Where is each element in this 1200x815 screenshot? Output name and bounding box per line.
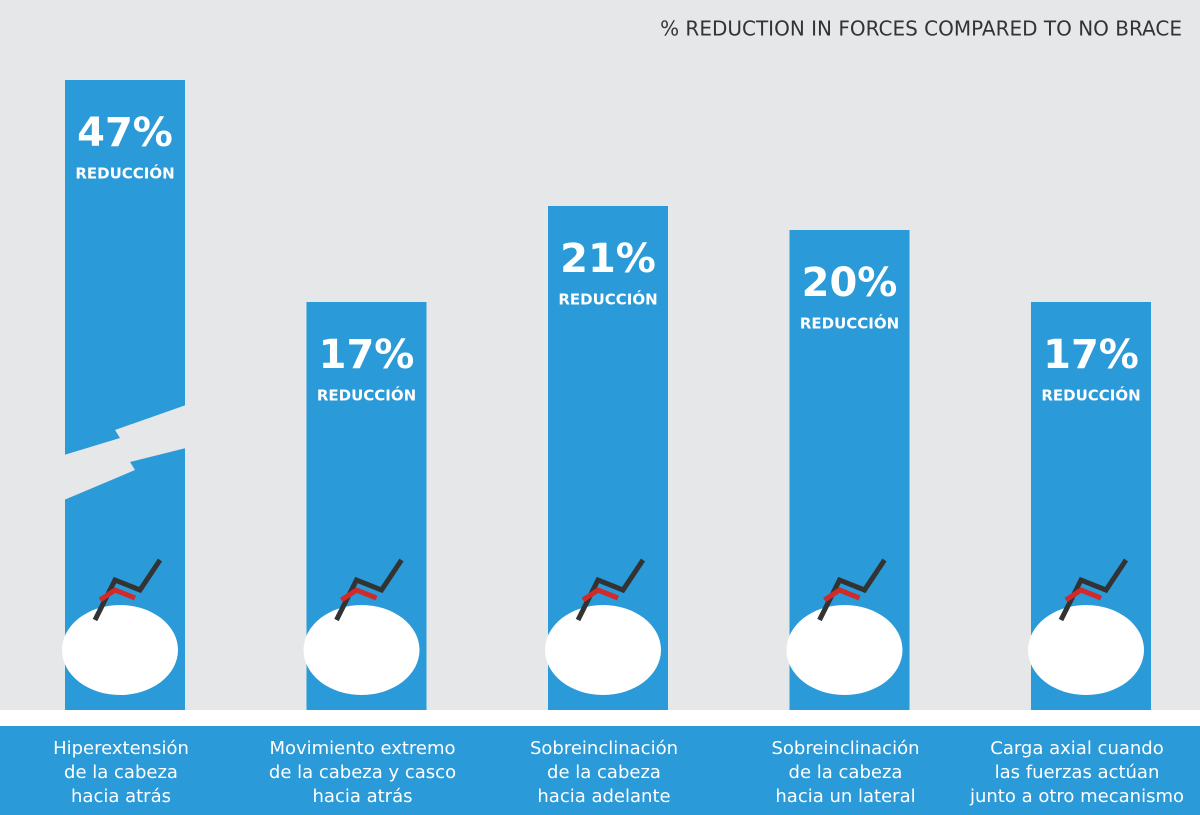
value-label: 20% <box>802 260 898 306</box>
value-label: 17% <box>319 332 415 378</box>
illustration <box>823 587 861 603</box>
x-tick-label: de la cabeza <box>64 762 178 783</box>
illustration <box>98 587 136 603</box>
x-tick-label: Hiperextensión <box>53 738 189 759</box>
x-tick-label: hacia adelante <box>537 786 670 807</box>
illustration <box>1028 605 1144 695</box>
x-tick-label: Sobreinclinación <box>771 738 919 759</box>
x-tick-label: de la cabeza y casco <box>269 762 456 783</box>
chart-title: % REDUCTION IN FORCES COMPARED TO NO BRA… <box>660 17 1182 41</box>
x-tick-label: de la cabeza <box>789 762 903 783</box>
illustration <box>817 558 887 622</box>
illustration <box>545 605 661 695</box>
value-label: 17% <box>1043 332 1139 378</box>
x-tick-label: Movimiento extremo <box>269 738 455 759</box>
illustration <box>303 605 420 695</box>
x-tick-label: hacia atrás <box>313 786 413 807</box>
value-label: 21% <box>560 236 656 282</box>
x-tick-label: Carga axial cuando <box>990 738 1163 759</box>
illustration <box>340 587 378 603</box>
bar-break <box>64 405 186 500</box>
bar-label: REDUCCIÓN <box>1041 386 1140 405</box>
x-tick-label: hacia atrás <box>71 786 171 807</box>
illustration <box>786 605 903 695</box>
bar-label: REDUCCIÓN <box>317 386 416 405</box>
illustration <box>575 558 646 622</box>
bar-label: REDUCCIÓN <box>800 314 899 333</box>
illustration <box>581 587 619 603</box>
illustration <box>92 558 163 622</box>
footer-band <box>0 726 1200 815</box>
x-tick-label: hacia un lateral <box>775 786 915 807</box>
x-tick-label: junto a otro mecanismo <box>969 786 1184 807</box>
bar-label: REDUCCIÓN <box>558 290 657 309</box>
illustration <box>1064 587 1102 603</box>
x-tick-label: Sobreinclinación <box>530 738 678 759</box>
illustration <box>334 558 404 622</box>
baseline-strip <box>0 710 1200 726</box>
illustration <box>62 605 178 695</box>
value-label: 47% <box>77 110 173 156</box>
x-tick-label: de la cabeza <box>547 762 661 783</box>
bar <box>65 80 185 710</box>
illustration <box>1058 558 1129 622</box>
x-tick-label: las fuerzas actúan <box>995 762 1160 783</box>
bar-label: REDUCCIÓN <box>75 164 174 183</box>
